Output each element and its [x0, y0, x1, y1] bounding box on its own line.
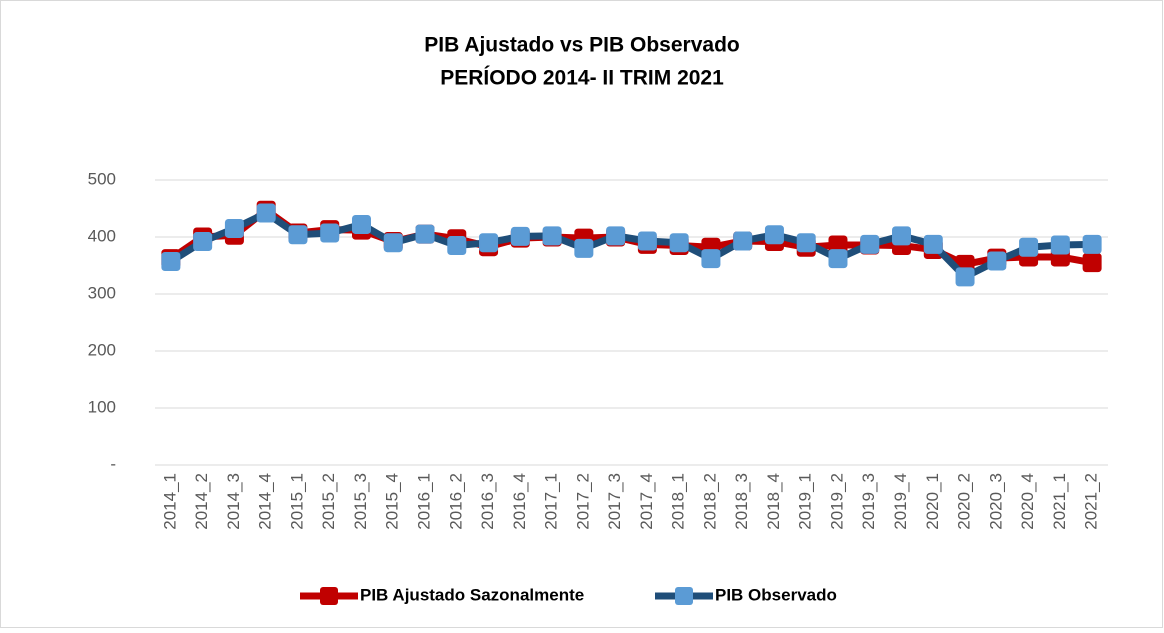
chart-title: PIB Ajustado vs PIB Observado	[424, 34, 739, 57]
marker	[860, 234, 880, 254]
marker	[447, 236, 467, 256]
x-tick-label: 2021_1	[1050, 473, 1069, 530]
legend-label: PIB Observado	[715, 585, 837, 604]
y-tick-label: 500	[88, 169, 116, 188]
x-tick-label: 2018_4	[764, 473, 783, 530]
marker	[574, 238, 594, 258]
legend-marker	[320, 587, 338, 605]
marker	[479, 233, 499, 253]
marker	[288, 225, 308, 245]
marker	[224, 218, 244, 238]
marker	[733, 231, 753, 251]
x-tick-label: 2020_4	[1018, 473, 1037, 530]
x-tick-label: 2020_3	[986, 473, 1005, 530]
x-tick-label: 2019_4	[891, 473, 910, 530]
marker	[415, 224, 435, 244]
legend-marker	[675, 587, 693, 605]
x-tick-label: 2019_1	[796, 473, 815, 530]
marker	[1019, 237, 1039, 257]
x-tick-label: 2018_1	[669, 473, 688, 530]
x-tick-label: 2015_1	[287, 473, 306, 530]
marker	[1050, 235, 1070, 255]
x-tick-label: 2017_3	[605, 473, 624, 530]
x-tick-label: 2017_1	[542, 473, 561, 530]
x-tick-label: 2015_2	[319, 473, 338, 530]
y-tick-label: 100	[88, 397, 116, 416]
x-tick-label: 2021_2	[1082, 473, 1101, 530]
marker	[923, 234, 943, 254]
y-tick-label: 400	[88, 226, 116, 245]
x-tick-label: 2016_3	[478, 473, 497, 530]
y-tick-label: 200	[88, 340, 116, 359]
x-tick-label: 2020_1	[923, 473, 942, 530]
x-tick-label: 2015_4	[383, 473, 402, 530]
marker	[669, 233, 689, 253]
x-tick-label: 2017_4	[637, 473, 656, 530]
marker	[764, 225, 784, 245]
x-tick-label: 2018_2	[700, 473, 719, 530]
marker	[828, 249, 848, 269]
y-tick-label: -	[110, 454, 116, 473]
marker	[383, 233, 403, 253]
marker	[542, 226, 562, 246]
marker	[796, 233, 816, 253]
marker	[1082, 234, 1102, 254]
x-tick-label: 2020_2	[955, 473, 974, 530]
x-tick-label: 2014_3	[224, 473, 243, 530]
x-tick-label: 2018_3	[732, 473, 751, 530]
marker	[637, 231, 657, 251]
marker	[701, 249, 721, 269]
marker	[161, 252, 181, 272]
x-tick-label: 2016_4	[510, 473, 529, 530]
y-tick-label: 300	[88, 283, 116, 302]
x-tick-label: 2019_2	[827, 473, 846, 530]
x-tick-label: 2016_2	[446, 473, 465, 530]
x-tick-label: 2014_1	[160, 473, 179, 530]
x-tick-label: 2016_1	[415, 473, 434, 530]
marker	[987, 251, 1007, 271]
x-tick-label: 2017_2	[573, 473, 592, 530]
marker	[892, 226, 912, 246]
marker	[510, 226, 530, 246]
marker	[256, 203, 276, 223]
marker	[320, 223, 340, 243]
marker	[193, 232, 213, 252]
marker	[1082, 253, 1102, 273]
marker	[351, 214, 371, 234]
x-tick-label: 2019_3	[859, 473, 878, 530]
legend-label: PIB Ajustado Sazonalmente	[360, 585, 584, 604]
x-tick-label: 2014_2	[192, 473, 211, 530]
x-tick-label: 2014_4	[256, 473, 275, 530]
marker	[955, 267, 975, 287]
chart-subtitle: PERÍODO 2014- II TRIM 2021	[440, 67, 724, 90]
x-tick-label: 2015_3	[351, 473, 370, 530]
marker	[606, 226, 626, 246]
